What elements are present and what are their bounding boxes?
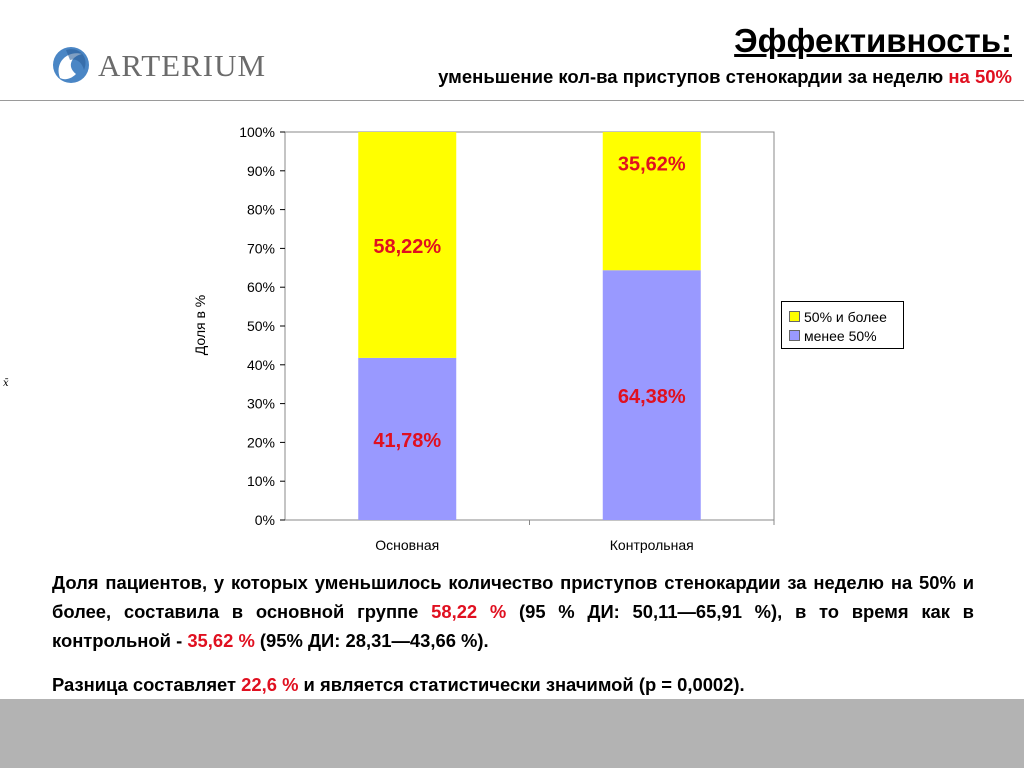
- stacked-bar-chart: 0% 10% 20% 30% 40% 50% 60% 70% 80% 90% 100% Основна…: [239, 124, 775, 553]
- text-run: (95 % ДИ: 50,11—65,91 %), в то время как…: [52, 601, 974, 651]
- x-tick-label: Контрольная: [610, 537, 694, 553]
- y-tick-label: 40%: [247, 357, 275, 373]
- data-label: 35,62%: [618, 153, 686, 175]
- y-tick-label: 10%: [247, 473, 275, 489]
- highlight-value: 35,62 %: [187, 630, 255, 651]
- logo-text: ARTERIUM: [98, 48, 267, 83]
- difference-paragraph: Разница составляет 22,6 % и является ста…: [52, 670, 974, 699]
- page-subtitle: уменьшение кол-ва приступов стенокардии …: [438, 66, 1012, 88]
- legend-swatch-lavender: [789, 330, 800, 341]
- chart-legend: 50% и более менее 50%: [781, 301, 904, 349]
- chart-ticks: 0% 10% 20% 30% 40% 50% 60% 70% 80% 90% 100% Основна…: [239, 124, 775, 553]
- text-run: (95% ДИ: 28,31—43,66 %).: [254, 630, 489, 651]
- side-mark: x̄: [3, 378, 9, 389]
- footer-band: [0, 699, 1024, 768]
- subtitle-highlight: на 50%: [948, 66, 1012, 87]
- y-tick-label: 0%: [255, 512, 275, 528]
- y-tick-label: 30%: [247, 396, 275, 412]
- logo-swirl-icon: [53, 47, 89, 83]
- bar-segment: [358, 357, 457, 520]
- highlight-value: 58,22 %: [431, 601, 507, 622]
- data-label: 58,22%: [373, 236, 441, 258]
- bar-segment: [358, 132, 457, 358]
- highlight-value: 22,6 %: [241, 674, 299, 695]
- text-run: Разница составляет: [52, 674, 242, 695]
- x-tick-label: Основная: [375, 537, 439, 553]
- data-label: 41,78%: [373, 430, 441, 452]
- y-tick-label: 20%: [247, 434, 275, 450]
- y-axis-label: Доля в %: [192, 294, 208, 356]
- header-divider: [0, 100, 1024, 101]
- legend-item: менее 50%: [789, 326, 903, 345]
- subtitle-main: уменьшение кол-ва приступов стенокардии …: [438, 66, 949, 87]
- description-text: Доля пациентов, у которых уменьшилось ко…: [52, 568, 974, 714]
- chart-bars: [358, 132, 701, 520]
- text-run: и является статистически значимой (р = 0…: [298, 674, 745, 695]
- bar-segment: [602, 132, 701, 271]
- page-title: Эффективность:: [734, 22, 1012, 59]
- legend-label: 50% и более: [804, 308, 887, 325]
- company-logo: ARTERIUM: [52, 42, 282, 92]
- result-paragraph: Доля пациентов, у которых уменьшилось ко…: [52, 568, 974, 655]
- legend-item: 50% и более: [789, 307, 903, 326]
- text-run: Доля пациентов, у которых уменьшилось ко…: [52, 572, 974, 622]
- y-tick-label: 70%: [247, 240, 275, 256]
- y-tick-label: 50%: [247, 318, 275, 334]
- y-tick-label: 80%: [247, 202, 275, 218]
- data-label: 64,38%: [618, 386, 686, 408]
- y-tick-label: 60%: [247, 279, 275, 295]
- y-tick-label: 100%: [239, 124, 275, 140]
- legend-label: менее 50%: [804, 327, 877, 344]
- chart-data-labels: 41,78% 58,22% 64,38% 35,62%: [373, 153, 686, 452]
- y-tick-label: 90%: [247, 163, 275, 179]
- legend-swatch-yellow: [789, 311, 800, 322]
- bar-segment: [602, 270, 701, 520]
